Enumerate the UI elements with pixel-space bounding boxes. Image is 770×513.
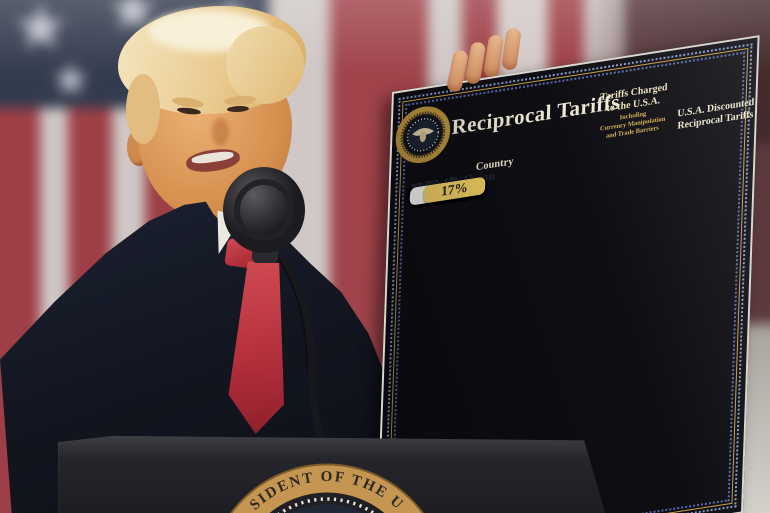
nose-shadow <box>212 118 229 146</box>
microphone-ring <box>234 179 294 241</box>
board-presidential-seal <box>393 101 452 169</box>
flag-star: ★ <box>50 52 92 106</box>
hair-sideburn <box>126 74 160 144</box>
microphone-stem <box>277 251 328 449</box>
hand-holding-board <box>445 27 536 106</box>
hair-fringe <box>226 26 304 104</box>
podium-seal: SIDENT OF THE U <box>197 461 457 513</box>
finger <box>464 41 487 85</box>
microphone <box>200 155 360 465</box>
flag-star: ★ <box>12 0 69 60</box>
finger <box>501 27 522 71</box>
tariff-board: Reciprocal Tariffs Country Tariffs Charg… <box>375 35 760 513</box>
finger <box>482 34 505 78</box>
microphone-cable <box>275 254 308 372</box>
